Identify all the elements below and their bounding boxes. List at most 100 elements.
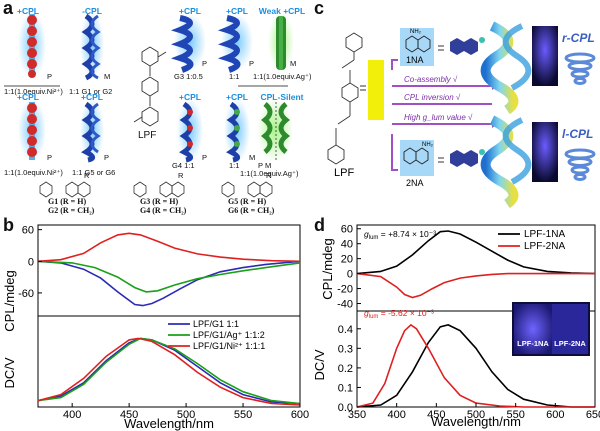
panel-label-d: d [314,215,325,235]
d-legend-1: LPF-1NA [524,229,565,240]
hand-p-4: P [47,153,52,162]
helix-blue-p-2 [217,14,253,73]
row2-caption-5: 1:1(1.0equiv.Ag⁺) [240,169,299,178]
row1-caption-5: 1:1(1.0equiv.Ag⁺) [253,72,312,81]
d-dc-ytick-label-5: 0.4 [338,324,353,336]
d-xtick-label-4: 500 [467,409,485,421]
inset-label-1: LPF-1NA [517,339,549,348]
b-legend-1: LPF/G1 1:1 [193,319,239,329]
b-legend-3: LPF/G1/Ni²⁺ 1:1:1 [193,341,265,351]
hand-p-2: P [202,59,207,68]
spiral-r [564,52,596,85]
vial-2na [532,122,558,182]
d-cpl-ylabel: CPL/mdeg [320,238,335,299]
b-xtick-label-3: 500 [177,409,195,421]
lpf-label-a: LPF [138,130,156,141]
b-ytick-label-3: -60 [18,288,34,300]
d-cpl-ytick-label-3: 20 [341,254,353,266]
spiral-l [564,148,596,181]
row2-caption-1: 1:1(1.0equiv.Ni²⁺) [4,168,63,177]
guest-1-line2: G2 (R = CH₂) [48,206,95,215]
guest-2-line1: G3 (R = H) [140,197,178,206]
d-xtick-label-2: 400 [387,409,405,421]
b-xlabel: Wavelength/nm [124,416,214,431]
panel-d-chart: 60 40 20 0 -20 -40 0.0 0.1 0.2 0.3 0.4 350 400 450 500… [312,224,600,429]
helix-blue-m-1 [80,11,104,81]
d-annot-pos: glum = +8.74 × 10⁻³ [364,229,436,241]
row1-tag-5: Weak +CPL [259,6,305,16]
b-xtick-label-5: 600 [291,409,309,421]
guest-3-line1: G5 (R = H) [228,197,266,206]
d-xtick-label-5: 550 [506,409,524,421]
row2-tag-2: +CPL [81,92,103,102]
d-xtick-label-6: 600 [546,409,564,421]
d-dc-ytick-label-2: 0.1 [338,382,353,394]
row2-caption-2: 1:1 G5 or G6 [72,168,115,177]
row2-tag-3: +CPL [179,92,201,102]
na1-label: 1NA [406,55,424,65]
helix-blue-p-g3 [170,14,206,73]
guest-structures [39,181,273,198]
guest-3-line2: G6 (R = CH₂) [228,206,275,215]
hand-m-2: M [290,59,296,68]
b-cpl-series-2 [37,260,301,293]
panel-label-a: a [3,0,14,18]
nh2-1: NH₂ [410,29,422,35]
b-dc-series-3 [37,337,301,406]
d-dc-ytick-label-1: 0.0 [338,402,353,414]
arrow-text-1: Co-assembly √ [404,75,458,84]
b-legend: LPF/G1 1:1 LPF/G1/Ag⁺ 1:1:2 LPF/G1/Ni²⁺ … [168,319,265,351]
d-cpl-ytick-label-4: 0 [347,269,353,281]
row1-caption-2: 1:1 G1 or G2 [69,87,112,96]
guest-1-line1: G1 (R = H) [48,197,86,206]
hand-p-1: P [47,72,52,81]
r-label-2: R [178,171,184,180]
d-xlabel: Wavelength/nm [431,414,521,429]
lpf-label-c: LPF [334,167,354,179]
row1-caption-3: G3 1:0.5 [174,72,203,81]
helix-blue-p-g5 [80,98,104,163]
d-dc-ylabel: DC/V [312,349,327,380]
d-dc-ytick-label-3: 0.2 [338,363,353,375]
guest-2-line2: G4 (R = CH₂) [140,206,187,215]
row1-caption-4: 1:1 [229,72,239,81]
helix-1na [480,21,532,115]
d-annot-neg: glum = -5.62 × 10⁻³ [364,308,434,320]
d-xtick-label-1: 350 [348,409,366,421]
d-cpl-ytick-label-1: 60 [341,224,353,236]
d-dc-ytick-label-4: 0.3 [338,343,353,355]
hand-p-5: P [104,153,109,162]
hand-m-3: M [249,153,255,162]
panel-label-b: b [3,215,14,235]
inset-label-2: LPF-2NA [554,339,586,348]
d-cpl-ytick-label-2: 40 [341,239,353,251]
arrow-text-2: CPL inversion √ [404,93,461,102]
d-legend-2: LPF-2NA [524,241,565,252]
row2-caption-4: 1:1 [229,161,239,170]
d-cpl-series-1 [356,230,596,275]
d-xtick-label-3: 450 [427,409,445,421]
arrow-text-3: High g_lum value √ [404,113,473,122]
na2-label: 2NA [406,178,424,188]
lpf-bar [368,60,384,120]
d-cpl-ytick-label-6: -40 [337,299,353,311]
hand-p-3: P [249,59,254,68]
helix-red-ni-1 [18,11,46,79]
helix-2na [480,115,532,209]
b-cpl-series-3 [37,232,301,263]
row1-caption-1: 1:1(1.0equiv.Ni²⁺) [4,87,63,96]
b-ytick-label-1: 60 [22,225,34,237]
d-legend: LPF-1NA LPF-2NA [498,229,565,252]
l-cpl-label: l-CPL [562,127,593,141]
b-xtick-label-2: 450 [120,409,138,421]
b-ytick-label-2: 0 [28,256,34,268]
hand-m-1: M [104,72,110,81]
r-cpl-label: r-CPL [562,31,595,45]
d-dc-series-1 [356,324,595,408]
lpf-structure-c [327,32,363,165]
hand-pm: P M [258,161,271,170]
helix-red-ni-2 [18,98,46,162]
b-cpl-ylabel: CPL/mdeg [2,270,17,331]
d-inset-photo: LPF-1NA LPF-2NA [512,302,590,356]
b-legend-2: LPF/G1/Ag⁺ 1:1:2 [193,330,265,340]
